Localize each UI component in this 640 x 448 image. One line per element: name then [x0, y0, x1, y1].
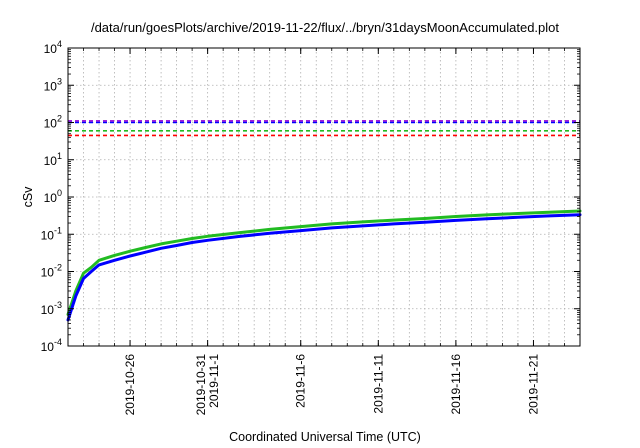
- threshold-lines: [68, 120, 580, 137]
- x-tick-label: 2019-11-6: [294, 354, 308, 408]
- y-axis: 10-4 10-3 10-2 10-1 100 101 102 103 104: [41, 39, 580, 354]
- x-axis-label: Coordinated Universal Time (UTC): [229, 430, 421, 444]
- y-tick-label: 10-1: [41, 225, 62, 242]
- y-tick-label: 101: [44, 151, 62, 168]
- x-tick-label: 2019-11-21: [526, 354, 540, 415]
- grid: [68, 48, 580, 346]
- x-tick-label: 2019-11-16: [449, 354, 463, 415]
- y-tick-label: 10-2: [41, 263, 62, 280]
- x-tick-label: 2019-11-11: [371, 354, 385, 414]
- y-tick-label: 104: [44, 39, 62, 56]
- y-tick-label: 10-4: [41, 337, 62, 354]
- y-tick-label: 102: [44, 114, 62, 131]
- series-line: [66, 209, 582, 316]
- y-tick-label: 100: [44, 188, 62, 205]
- x-tick-label: 2019-10-26: [123, 354, 137, 416]
- y-tick-label: 103: [44, 76, 62, 93]
- y-axis-label: cSv: [21, 186, 35, 208]
- series-line: [66, 213, 582, 322]
- y-tick-label: 10-3: [41, 300, 62, 317]
- x-tick-label: 2019-11-1: [207, 354, 221, 408]
- x-tick-label: 2019-10-31: [194, 354, 208, 416]
- x-axis: 2019-10-26 2019-10-31 2019-11-1 2019-11-6 20…: [83, 48, 565, 416]
- chart-title: /data/run/goesPlots/archive/2019-11-22/f…: [91, 20, 559, 35]
- data-series: [66, 209, 582, 322]
